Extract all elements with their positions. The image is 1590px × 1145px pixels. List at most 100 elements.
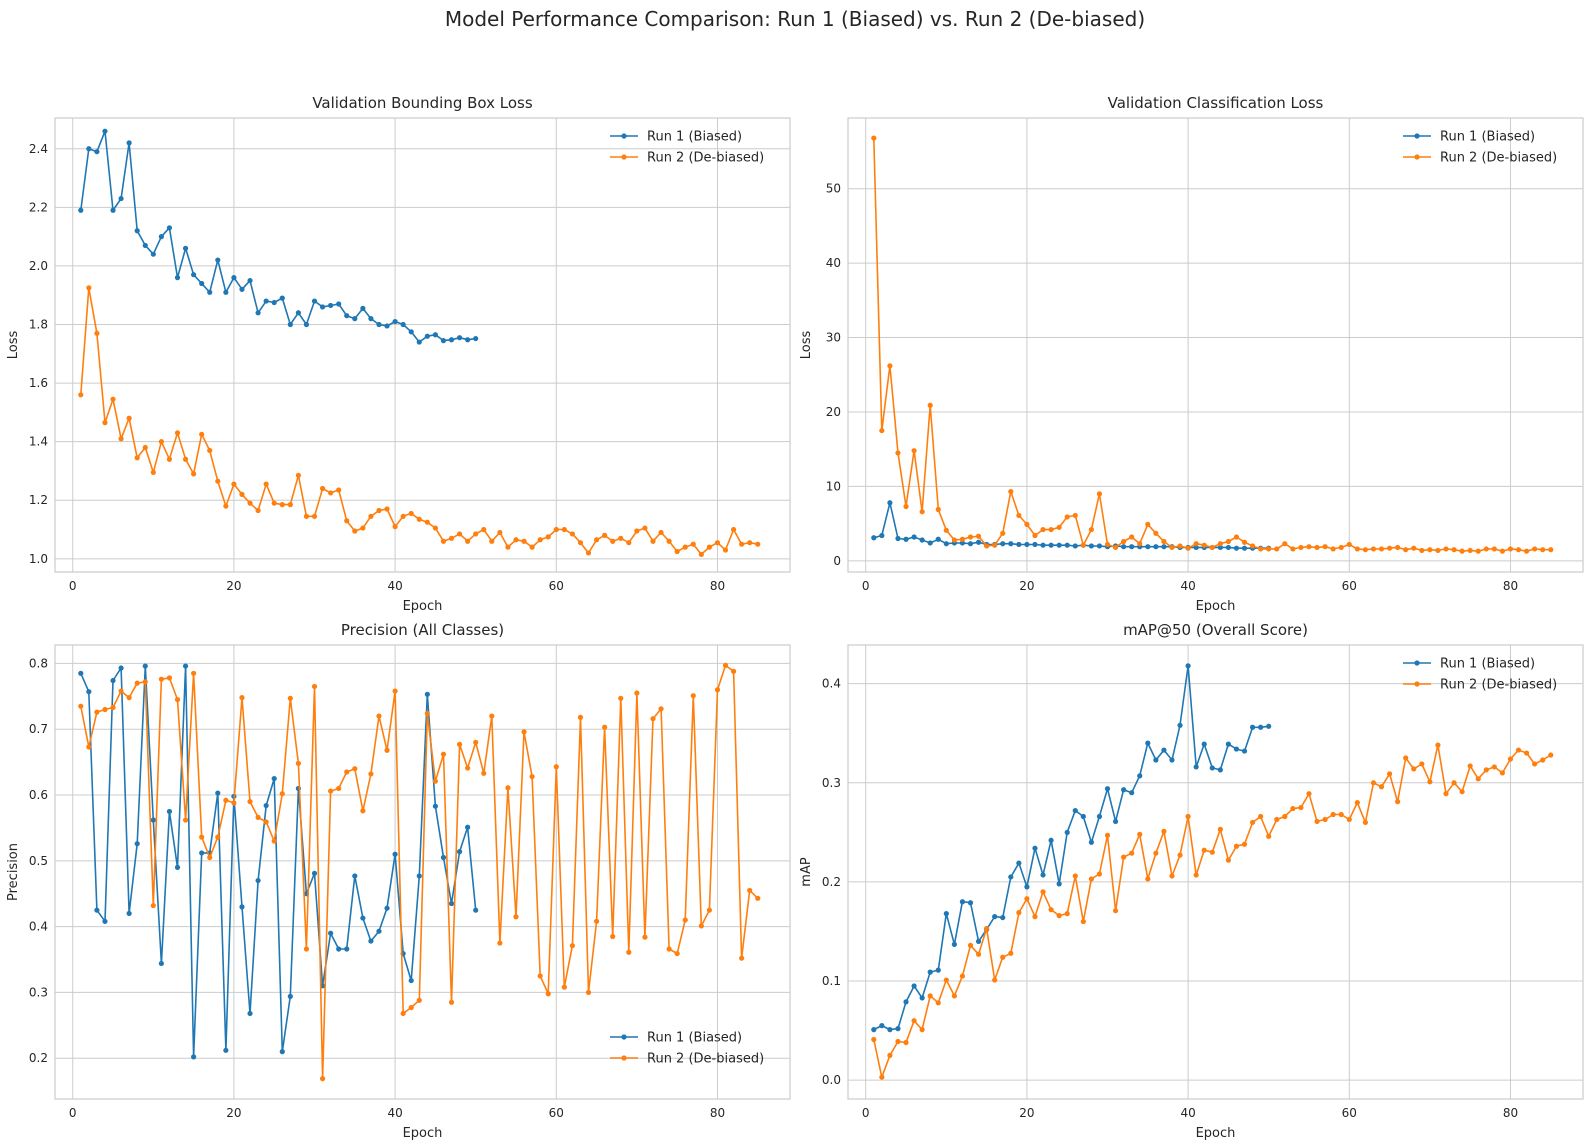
data-point bbox=[553, 526, 559, 533]
data-point bbox=[698, 551, 704, 558]
data-point bbox=[666, 538, 672, 544]
data-point bbox=[1507, 546, 1514, 552]
data-point bbox=[967, 900, 974, 906]
data-point bbox=[1459, 548, 1465, 554]
y-tick-label: 30 bbox=[826, 331, 841, 345]
data-point bbox=[408, 329, 414, 335]
data-point bbox=[86, 146, 92, 152]
data-point bbox=[142, 444, 148, 451]
data-point bbox=[78, 207, 84, 213]
data-point bbox=[263, 481, 269, 487]
data-point bbox=[279, 791, 285, 797]
data-point bbox=[1121, 538, 1127, 545]
data-point bbox=[879, 532, 885, 539]
data-point bbox=[1241, 841, 1248, 847]
data-point bbox=[416, 339, 422, 345]
x-tick-label: 40 bbox=[1180, 1106, 1195, 1120]
y-tick-label: 1.0 bbox=[29, 552, 48, 566]
data-point bbox=[919, 537, 925, 543]
data-point bbox=[1274, 816, 1280, 823]
subplot-title: mAP@50 (Overall Score) bbox=[1123, 621, 1308, 639]
data-point bbox=[1338, 811, 1344, 818]
data-point bbox=[887, 363, 893, 369]
data-point bbox=[1048, 526, 1054, 533]
data-point bbox=[1121, 787, 1127, 793]
data-point bbox=[311, 683, 318, 690]
data-point bbox=[191, 670, 197, 676]
data-point bbox=[521, 729, 527, 735]
data-point bbox=[610, 933, 616, 940]
data-point bbox=[577, 714, 584, 720]
legend-label: Run 2 (De-biased) bbox=[1440, 678, 1557, 693]
data-point bbox=[992, 914, 998, 920]
data-point bbox=[150, 902, 156, 909]
data-point bbox=[1354, 546, 1360, 552]
data-point bbox=[911, 983, 917, 989]
data-point bbox=[1532, 761, 1538, 767]
data-point bbox=[650, 538, 656, 544]
data-point bbox=[561, 526, 567, 533]
y-tick-label: 0.5 bbox=[29, 854, 48, 868]
data-point bbox=[158, 960, 164, 967]
data-point bbox=[142, 242, 148, 249]
data-point bbox=[967, 534, 974, 540]
data-point bbox=[739, 955, 745, 961]
data-point bbox=[871, 1036, 877, 1043]
data-point bbox=[951, 941, 957, 947]
series-line bbox=[873, 744, 1552, 1078]
x-axis-label: Epoch bbox=[403, 1126, 443, 1141]
data-point bbox=[967, 942, 974, 948]
data-point bbox=[440, 338, 447, 344]
series-line bbox=[873, 138, 1551, 553]
data-point bbox=[1088, 526, 1094, 533]
data-point bbox=[642, 934, 648, 940]
y-tick-label: 1.2 bbox=[29, 493, 48, 507]
data-point bbox=[1225, 741, 1231, 747]
data-point bbox=[239, 904, 245, 910]
y-tick-label: 2.4 bbox=[29, 142, 48, 156]
data-point bbox=[432, 803, 438, 809]
data-point bbox=[959, 973, 966, 979]
data-point bbox=[1467, 763, 1473, 769]
data-point bbox=[747, 887, 753, 894]
data-point bbox=[191, 272, 197, 278]
data-point bbox=[634, 528, 640, 534]
data-point bbox=[1241, 748, 1248, 754]
legend-marker bbox=[1414, 660, 1420, 666]
data-point bbox=[1217, 826, 1223, 832]
data-point bbox=[199, 834, 205, 840]
data-point bbox=[1483, 546, 1489, 552]
data-point bbox=[400, 1010, 406, 1017]
data-point bbox=[497, 529, 503, 536]
data-point bbox=[215, 790, 221, 796]
data-point bbox=[1016, 860, 1022, 866]
data-point bbox=[440, 751, 447, 757]
data-point bbox=[1451, 547, 1457, 553]
data-point bbox=[311, 513, 318, 519]
series-2 bbox=[78, 662, 761, 1082]
data-point bbox=[935, 967, 941, 973]
data-point bbox=[94, 330, 100, 336]
data-point bbox=[1330, 546, 1336, 552]
data-point bbox=[1322, 544, 1328, 550]
data-point bbox=[698, 923, 704, 929]
data-point bbox=[1193, 544, 1199, 551]
data-point bbox=[1201, 542, 1207, 548]
data-point bbox=[247, 500, 253, 506]
data-point bbox=[626, 949, 632, 955]
x-tick-label: 40 bbox=[387, 1106, 402, 1120]
data-point bbox=[1129, 534, 1135, 540]
legend: Run 1 (Biased) Run 2 (De-biased) bbox=[1403, 130, 1557, 166]
legend: Run 1 (Biased) Run 2 (De-biased) bbox=[610, 1031, 764, 1067]
figure-title: Model Performance Comparison: Run 1 (Bia… bbox=[445, 7, 1145, 31]
data-point bbox=[408, 510, 414, 517]
data-point bbox=[319, 485, 326, 492]
data-point bbox=[1153, 757, 1159, 763]
data-point bbox=[1266, 546, 1272, 552]
data-point bbox=[424, 710, 430, 717]
data-point bbox=[1209, 849, 1215, 855]
data-point bbox=[537, 973, 543, 979]
data-point bbox=[1395, 799, 1401, 805]
data-point bbox=[344, 313, 350, 319]
data-point bbox=[943, 977, 949, 983]
